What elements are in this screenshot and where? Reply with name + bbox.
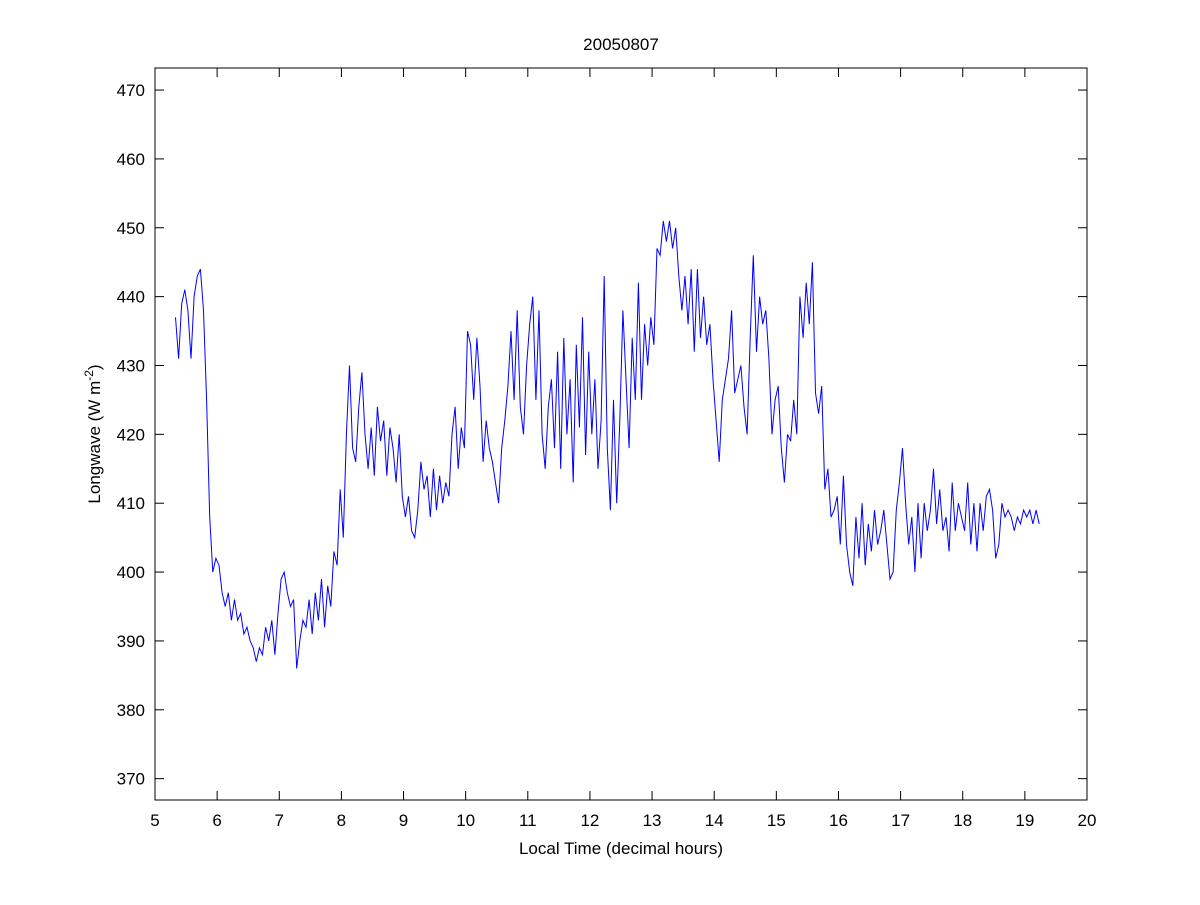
x-tick-label: 17	[891, 811, 910, 830]
x-axis: 5 6 7 8 9 10 11 12 13 14 15 16 17 18 19 20	[150, 68, 1096, 830]
x-tick-label: 8	[337, 811, 346, 830]
x-axis-label: Local Time (decimal hours)	[519, 839, 723, 858]
y-tick-label: 400	[117, 563, 145, 582]
x-tick-label: 20	[1078, 811, 1097, 830]
y-axis-label-end: )	[85, 364, 104, 370]
x-tick-label: 15	[767, 811, 786, 830]
x-tick-label: 5	[150, 811, 159, 830]
y-tick-label: 460	[117, 150, 145, 169]
x-tick-label: 19	[1015, 811, 1034, 830]
x-tick-label: 9	[399, 811, 408, 830]
y-tick-label: 410	[117, 494, 145, 513]
y-tick-label: 470	[117, 81, 145, 100]
x-tick-label: 10	[456, 811, 475, 830]
plot-area	[154, 67, 1088, 801]
series-line-longwave	[175, 220, 1040, 669]
x-tick-label: 7	[275, 811, 284, 830]
x-tick-label: 18	[953, 811, 972, 830]
x-tick-label: 12	[580, 811, 599, 830]
axes-box	[154, 67, 1088, 801]
x-tick-label: 14	[705, 811, 724, 830]
y-tick-label: 440	[117, 288, 145, 307]
y-tick-label: 420	[117, 425, 145, 444]
y-axis-label-main: Longwave (W m	[85, 381, 104, 504]
y-tick-label: 370	[117, 770, 145, 789]
y-tick-label: 380	[117, 701, 145, 720]
x-tick-label: 16	[829, 811, 848, 830]
x-tick-label: 6	[212, 811, 221, 830]
y-tick-label: 450	[117, 219, 145, 238]
y-tick-label: 430	[117, 356, 145, 375]
x-tick-label: 13	[643, 811, 662, 830]
y-axis-label: Longwave (W m-2)	[82, 364, 104, 503]
y-axis: 370 380 390 400 410 420 430 440 450 460 470	[117, 81, 1087, 789]
x-tick-label: 11	[519, 811, 537, 830]
y-axis-label-sup: -2	[82, 370, 96, 381]
chart-title: 20050807	[583, 35, 659, 54]
y-tick-label: 390	[117, 632, 145, 651]
